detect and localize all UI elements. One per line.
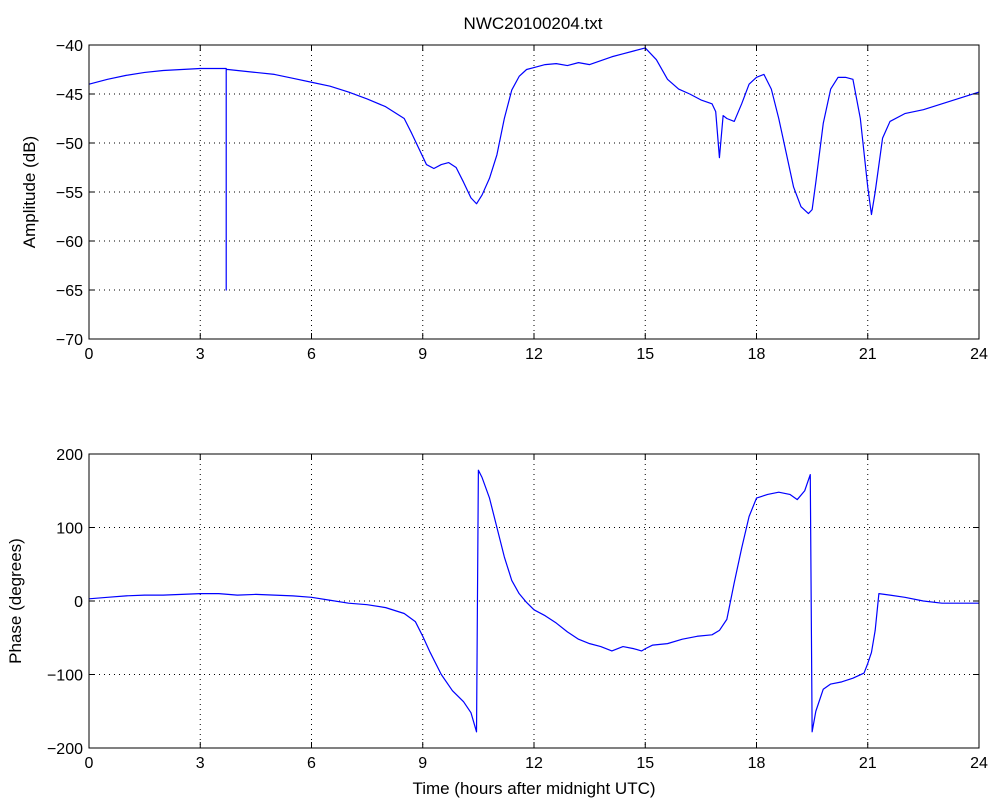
chart-title: NWC20100204.txt: [464, 14, 603, 33]
phase-x-tick-label: 21: [859, 755, 877, 772]
phase-x-tick-label: 3: [196, 755, 205, 772]
amplitude-y-axis-label: Amplitude (dB): [20, 136, 39, 248]
phase-x-tick-label: 6: [307, 755, 316, 772]
amplitude-x-tick-label: 0: [85, 346, 94, 363]
phase-x-tick-label: 15: [636, 755, 654, 772]
amplitude-x-tick-label: 6: [307, 346, 316, 363]
amplitude-x-tick-label: 9: [418, 346, 427, 363]
phase-x-tick-label: 0: [85, 755, 94, 772]
phase-series-line: [88, 469, 979, 733]
phase-y-tick-label: 100: [56, 521, 83, 538]
amplitude-y-tick-label: −55: [56, 185, 83, 202]
amplitude-x-tick-label: 21: [859, 346, 877, 363]
amplitude-x-tick-label: 3: [196, 346, 205, 363]
amplitude-series-line: [88, 47, 980, 291]
phase-x-tick-label: 12: [525, 755, 543, 772]
phase-x-tick-label: 18: [748, 755, 766, 772]
phase-y-tick-label: 0: [74, 594, 83, 611]
amplitude-y-tick-label: −60: [56, 234, 83, 251]
phase-y-tick-label: −200: [47, 741, 83, 758]
amplitude-x-tick-label: 18: [748, 346, 766, 363]
phase-x-tick-label: 9: [418, 755, 427, 772]
amplitude-x-tick-label: 12: [525, 346, 543, 363]
phase-y-axis-label: Phase (degrees): [6, 538, 25, 664]
amplitude-y-tick-label: −40: [56, 38, 83, 55]
phase-y-tick-label: 200: [56, 447, 83, 464]
phase-y-tick-label: −100: [47, 668, 83, 685]
amplitude-x-tick-label: 24: [970, 346, 988, 363]
amplitude-plot: 0 3 6 9 12 15 18 21 24 −70 −65 −60 −55 −50 −45 −40 Ampli…: [20, 38, 988, 363]
amplitude-y-tick-label: −70: [56, 332, 83, 349]
amplitude-y-tick-label: −45: [56, 87, 83, 104]
phase-plot: 0 3 6 9 12 15 18 21 24 −200 −100 0 100 200 Phase (degr…: [6, 447, 988, 798]
phase-x-axis-label: Time (hours after midnight UTC): [412, 779, 655, 798]
amplitude-y-tick-label: −65: [56, 283, 83, 300]
amplitude-x-tick-label: 15: [636, 346, 654, 363]
amplitude-y-tick-label: −50: [56, 136, 83, 153]
phase-x-tick-label: 24: [970, 755, 988, 772]
